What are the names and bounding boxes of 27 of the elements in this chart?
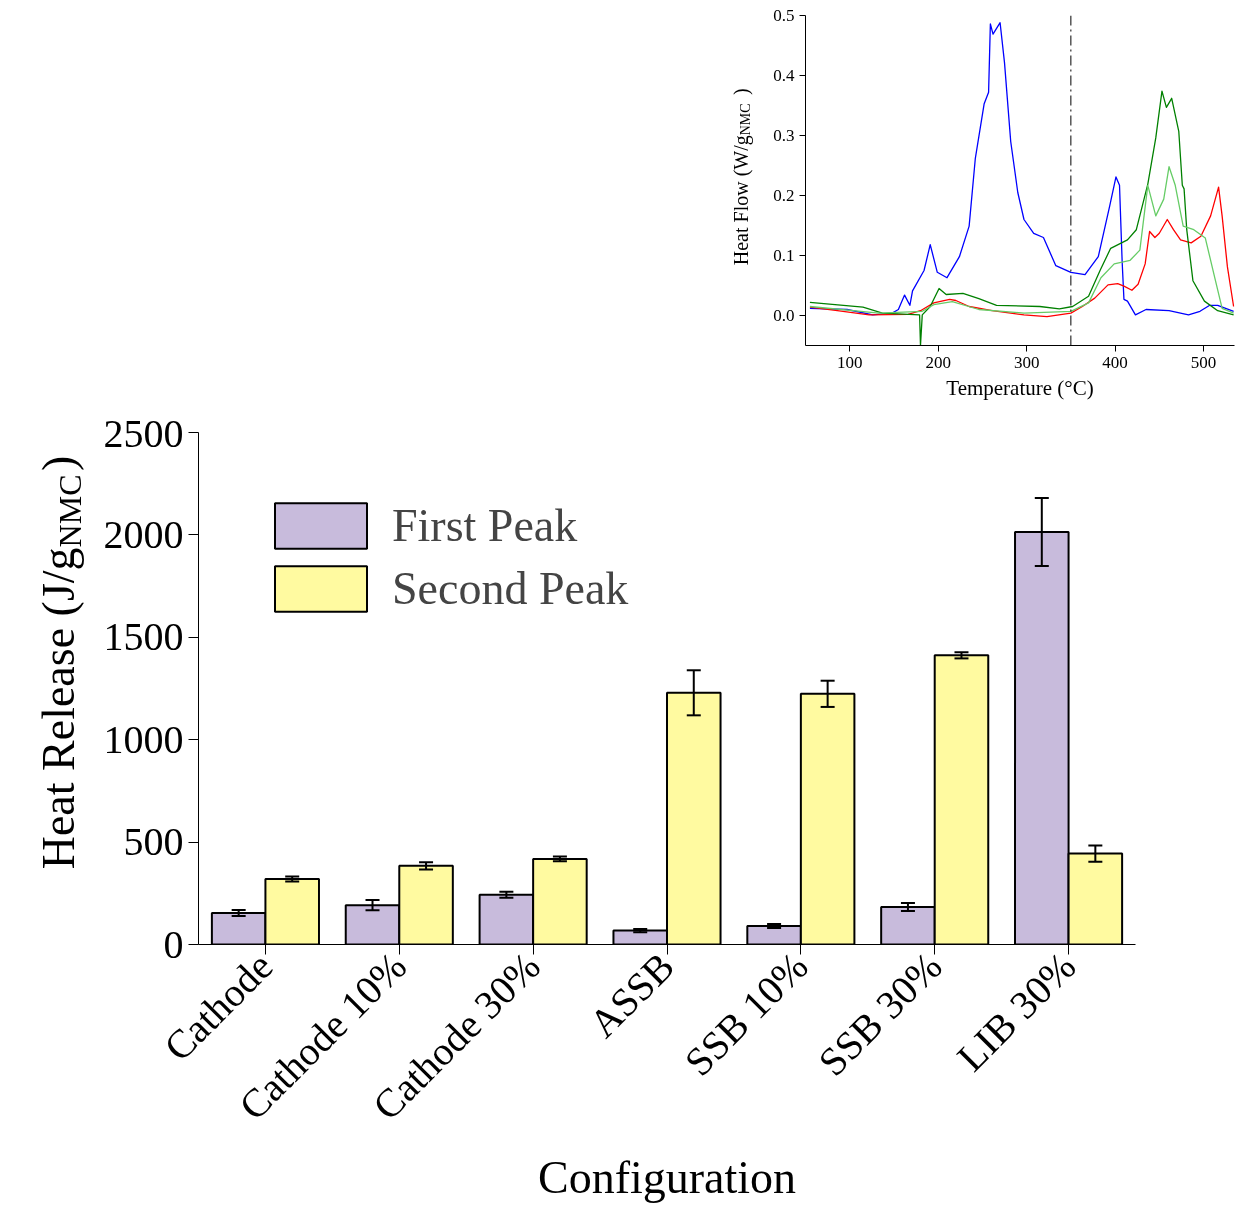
legend-label: First Peak: [392, 499, 578, 552]
line-series: [809, 186, 1235, 318]
y-tick-label: 1000: [103, 716, 184, 762]
y-tick-label: 500: [123, 819, 184, 865]
y-tick-label: 2500: [103, 410, 184, 456]
y-tick-label: 1500: [103, 614, 184, 660]
x-tick-label: 100: [836, 352, 863, 372]
line-series: [809, 90, 1235, 346]
x-tick-label: 200: [925, 352, 951, 372]
x-tick-label: 500: [1190, 352, 1217, 372]
y-tick-label: 0.0: [773, 306, 795, 325]
y-tick-label: 2000: [103, 511, 184, 557]
line-series: [809, 166, 1235, 314]
x-tick-label: 400: [1102, 352, 1128, 372]
y-axis-title: Heat Release (J/gNMC): [33, 455, 88, 870]
y-tick-label: 0.1: [773, 246, 795, 265]
line-series: [809, 22, 1235, 316]
x-tick-label: 300: [1013, 352, 1040, 372]
legend-label: Second Peak: [392, 562, 629, 615]
x-axis-title: Configuration: [537, 1152, 797, 1204]
x-axis-title: Temperature (°C): [946, 375, 1094, 400]
y-tick-label: 0.4: [773, 66, 795, 85]
x-tick-label: LIB 30%: [948, 943, 1085, 1080]
y-tick-label: 0.2: [773, 186, 795, 205]
y-tick-label: 0.3: [773, 126, 795, 145]
y-tick-label: 0.5: [773, 6, 795, 25]
y-tick-label: 0: [163, 921, 184, 967]
